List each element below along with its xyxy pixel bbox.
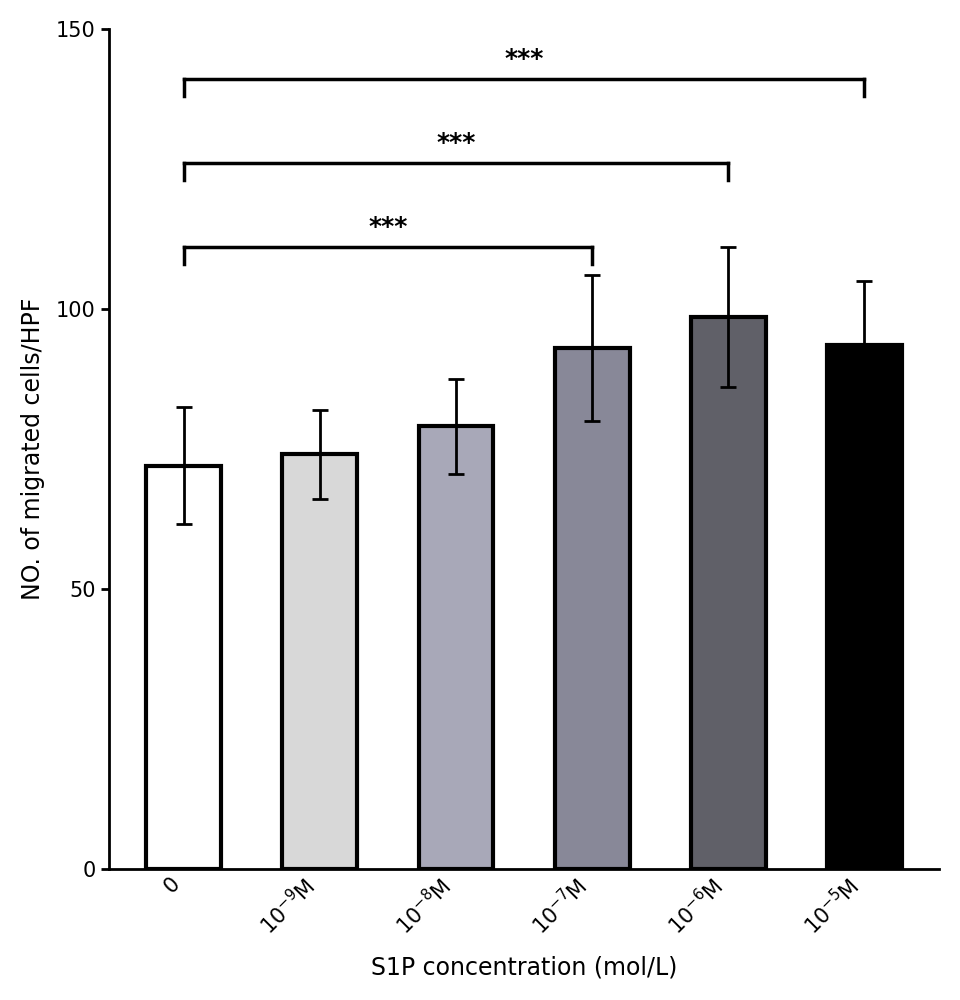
Bar [691,317,766,869]
Bar [827,345,901,869]
Text: ***: *** [504,47,543,71]
Bar [282,454,357,869]
Text: ***: *** [436,131,475,155]
Bar [555,348,630,869]
Bar [419,426,493,869]
X-axis label: S1P concentration (mol/L): S1P concentration (mol/L) [371,955,677,979]
Y-axis label: NO. of migrated cells/HPF: NO. of migrated cells/HPF [21,298,45,600]
Bar [146,466,221,869]
Text: ***: *** [369,215,408,239]
